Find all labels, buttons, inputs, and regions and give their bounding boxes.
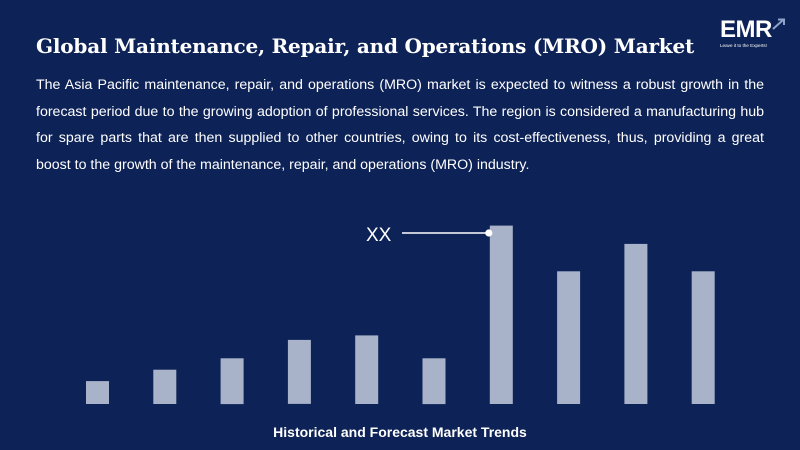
callout-label: XX bbox=[366, 225, 392, 246]
arrow-up-right-icon bbox=[772, 18, 785, 30]
bar-5 bbox=[355, 335, 379, 404]
bar-4 bbox=[287, 339, 311, 404]
chart-title: Global Maintenance, Repair, and Operatio… bbox=[36, 34, 695, 58]
bar-8 bbox=[557, 271, 581, 404]
bar-9 bbox=[624, 243, 648, 404]
bar-6 bbox=[422, 358, 446, 405]
annotation-layer bbox=[402, 229, 493, 237]
logo-text: EMR bbox=[720, 16, 772, 43]
x-axis-label: Historical and Forecast Market Trends bbox=[273, 424, 527, 440]
logo-tagline: Leave it to the Experts! bbox=[720, 43, 767, 48]
chart-description: The Asia Pacific maintenance, repair, an… bbox=[36, 77, 764, 173]
emr-logo: EMR Leave it to the Experts! bbox=[716, 16, 786, 52]
bar-group bbox=[86, 225, 715, 405]
bar-10 bbox=[691, 271, 715, 404]
bar-3 bbox=[220, 358, 244, 405]
callout-dot bbox=[485, 229, 493, 237]
bar-1 bbox=[86, 381, 109, 404]
bar-7 bbox=[489, 225, 513, 404]
bar-2 bbox=[153, 369, 177, 404]
